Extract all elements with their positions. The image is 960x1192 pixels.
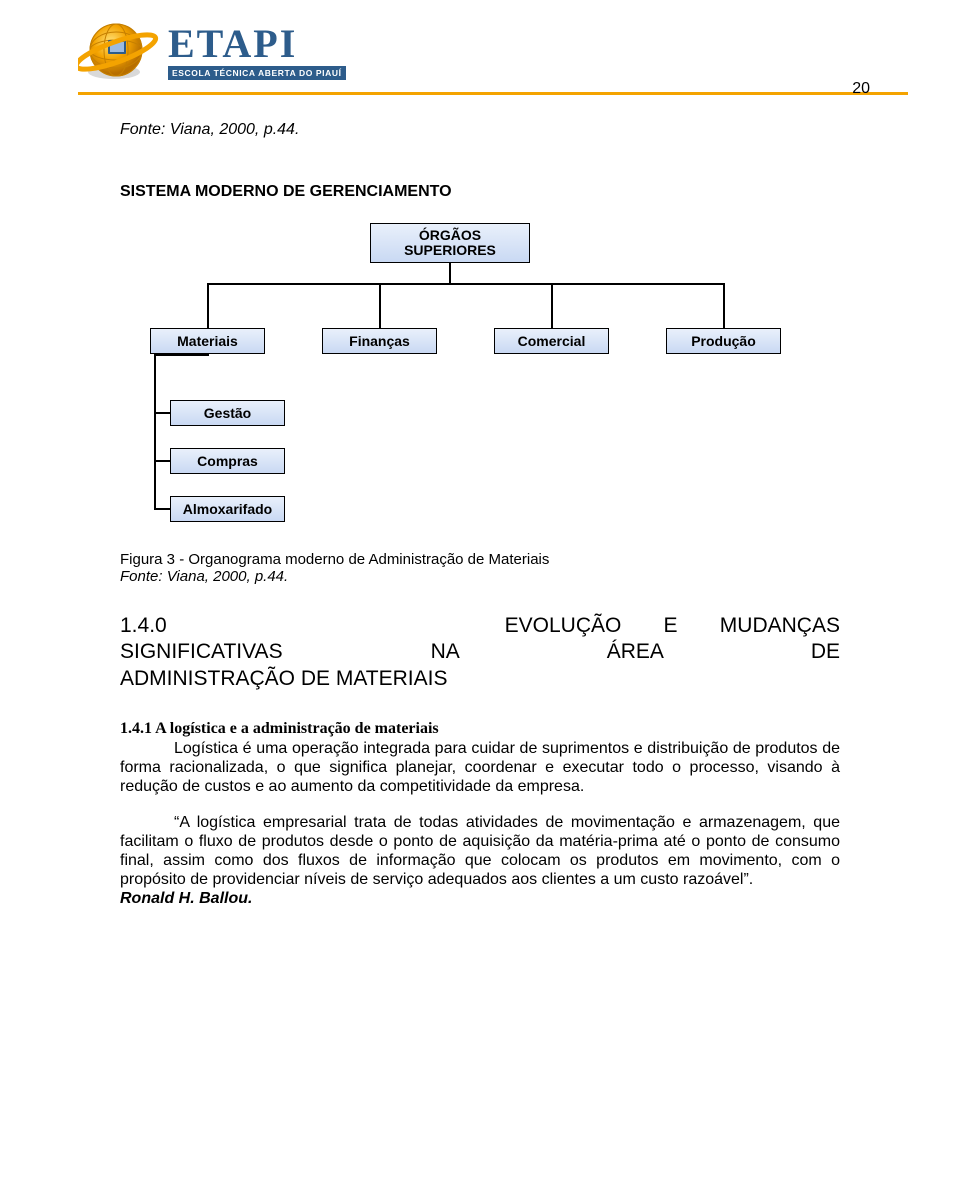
logo-globe-icon (78, 18, 160, 86)
org-box-almoxarifado: Almoxarifado (170, 496, 285, 522)
source-citation-top: Fonte: Viana, 2000, p.44. (120, 121, 840, 139)
header: ETAPI ESCOLA TÉCNICA ABERTA DO PIAUÍ (0, 0, 960, 86)
org-box-gestao: Gestão (170, 400, 285, 426)
paragraph-1: Logística é uma operação integrada para … (120, 740, 840, 797)
figure-caption: Figura 3 - Organograma moderno de Admini… (120, 551, 840, 568)
subsection-number: 1.4.1 (120, 720, 152, 737)
connector-line (207, 283, 724, 285)
connector-line (154, 354, 209, 356)
connector-line (154, 460, 170, 462)
section-heading: 1.4.0 EVOLUÇÃO E MUDANÇAS SIGNIFICATIVAS… (120, 613, 840, 692)
section-title-l2: SIGNIFICATIVAS NA ÁREA DE (120, 640, 840, 663)
connector-line (449, 263, 451, 283)
org-box-producao: Produção (666, 328, 781, 354)
section-title-l1: EVOLUÇÃO E MUDANÇAS (505, 614, 840, 637)
org-box-financas: Finanças (322, 328, 437, 354)
brand-text: ETAPI ESCOLA TÉCNICA ABERTA DO PIAUÍ (168, 24, 346, 80)
org-box-comercial: Comercial (494, 328, 609, 354)
subsection-heading: A logística e a administração de materia… (155, 720, 439, 737)
org-box-top: ÓRGÃOS SUPERIORES (370, 223, 530, 263)
subsection-title: 1.4.1 A logística e a administração de m… (120, 720, 840, 738)
connector-line (154, 354, 156, 509)
org-box-compras: Compras (170, 448, 285, 474)
brand-subtitle: ESCOLA TÉCNICA ABERTA DO PIAUÍ (168, 66, 346, 80)
org-chart-diagram: ÓRGÃOS SUPERIORES Materiais Finanças Com… (120, 223, 840, 543)
diagram-title: SISTEMA MODERNO DE GERENCIAMENTO (120, 183, 840, 201)
connector-line (551, 283, 553, 328)
connector-line (723, 283, 725, 328)
connector-line (379, 283, 381, 328)
connector-line (154, 508, 170, 510)
section-number: 1.4.0 (120, 614, 167, 637)
org-box-materiais: Materiais (150, 328, 265, 354)
connector-line (207, 283, 209, 328)
para1-text: Logística é uma operação integrada para … (120, 740, 840, 795)
connector-line (154, 412, 170, 414)
figure-source: Fonte: Viana, 2000, p.44. (120, 568, 840, 585)
page-content: Fonte: Viana, 2000, p.44. SISTEMA MODERN… (0, 95, 960, 909)
quote-author: Ronald H. Ballou. (120, 890, 252, 907)
page-number: 20 (852, 80, 870, 98)
para2-text: “A logística empresarial trata de todas … (120, 814, 840, 888)
brand-name: ETAPI (168, 24, 346, 64)
section-title-l3: ADMINISTRAÇÃO DE MATERIAIS (120, 666, 840, 692)
paragraph-2: “A logística empresarial trata de todas … (120, 814, 840, 908)
